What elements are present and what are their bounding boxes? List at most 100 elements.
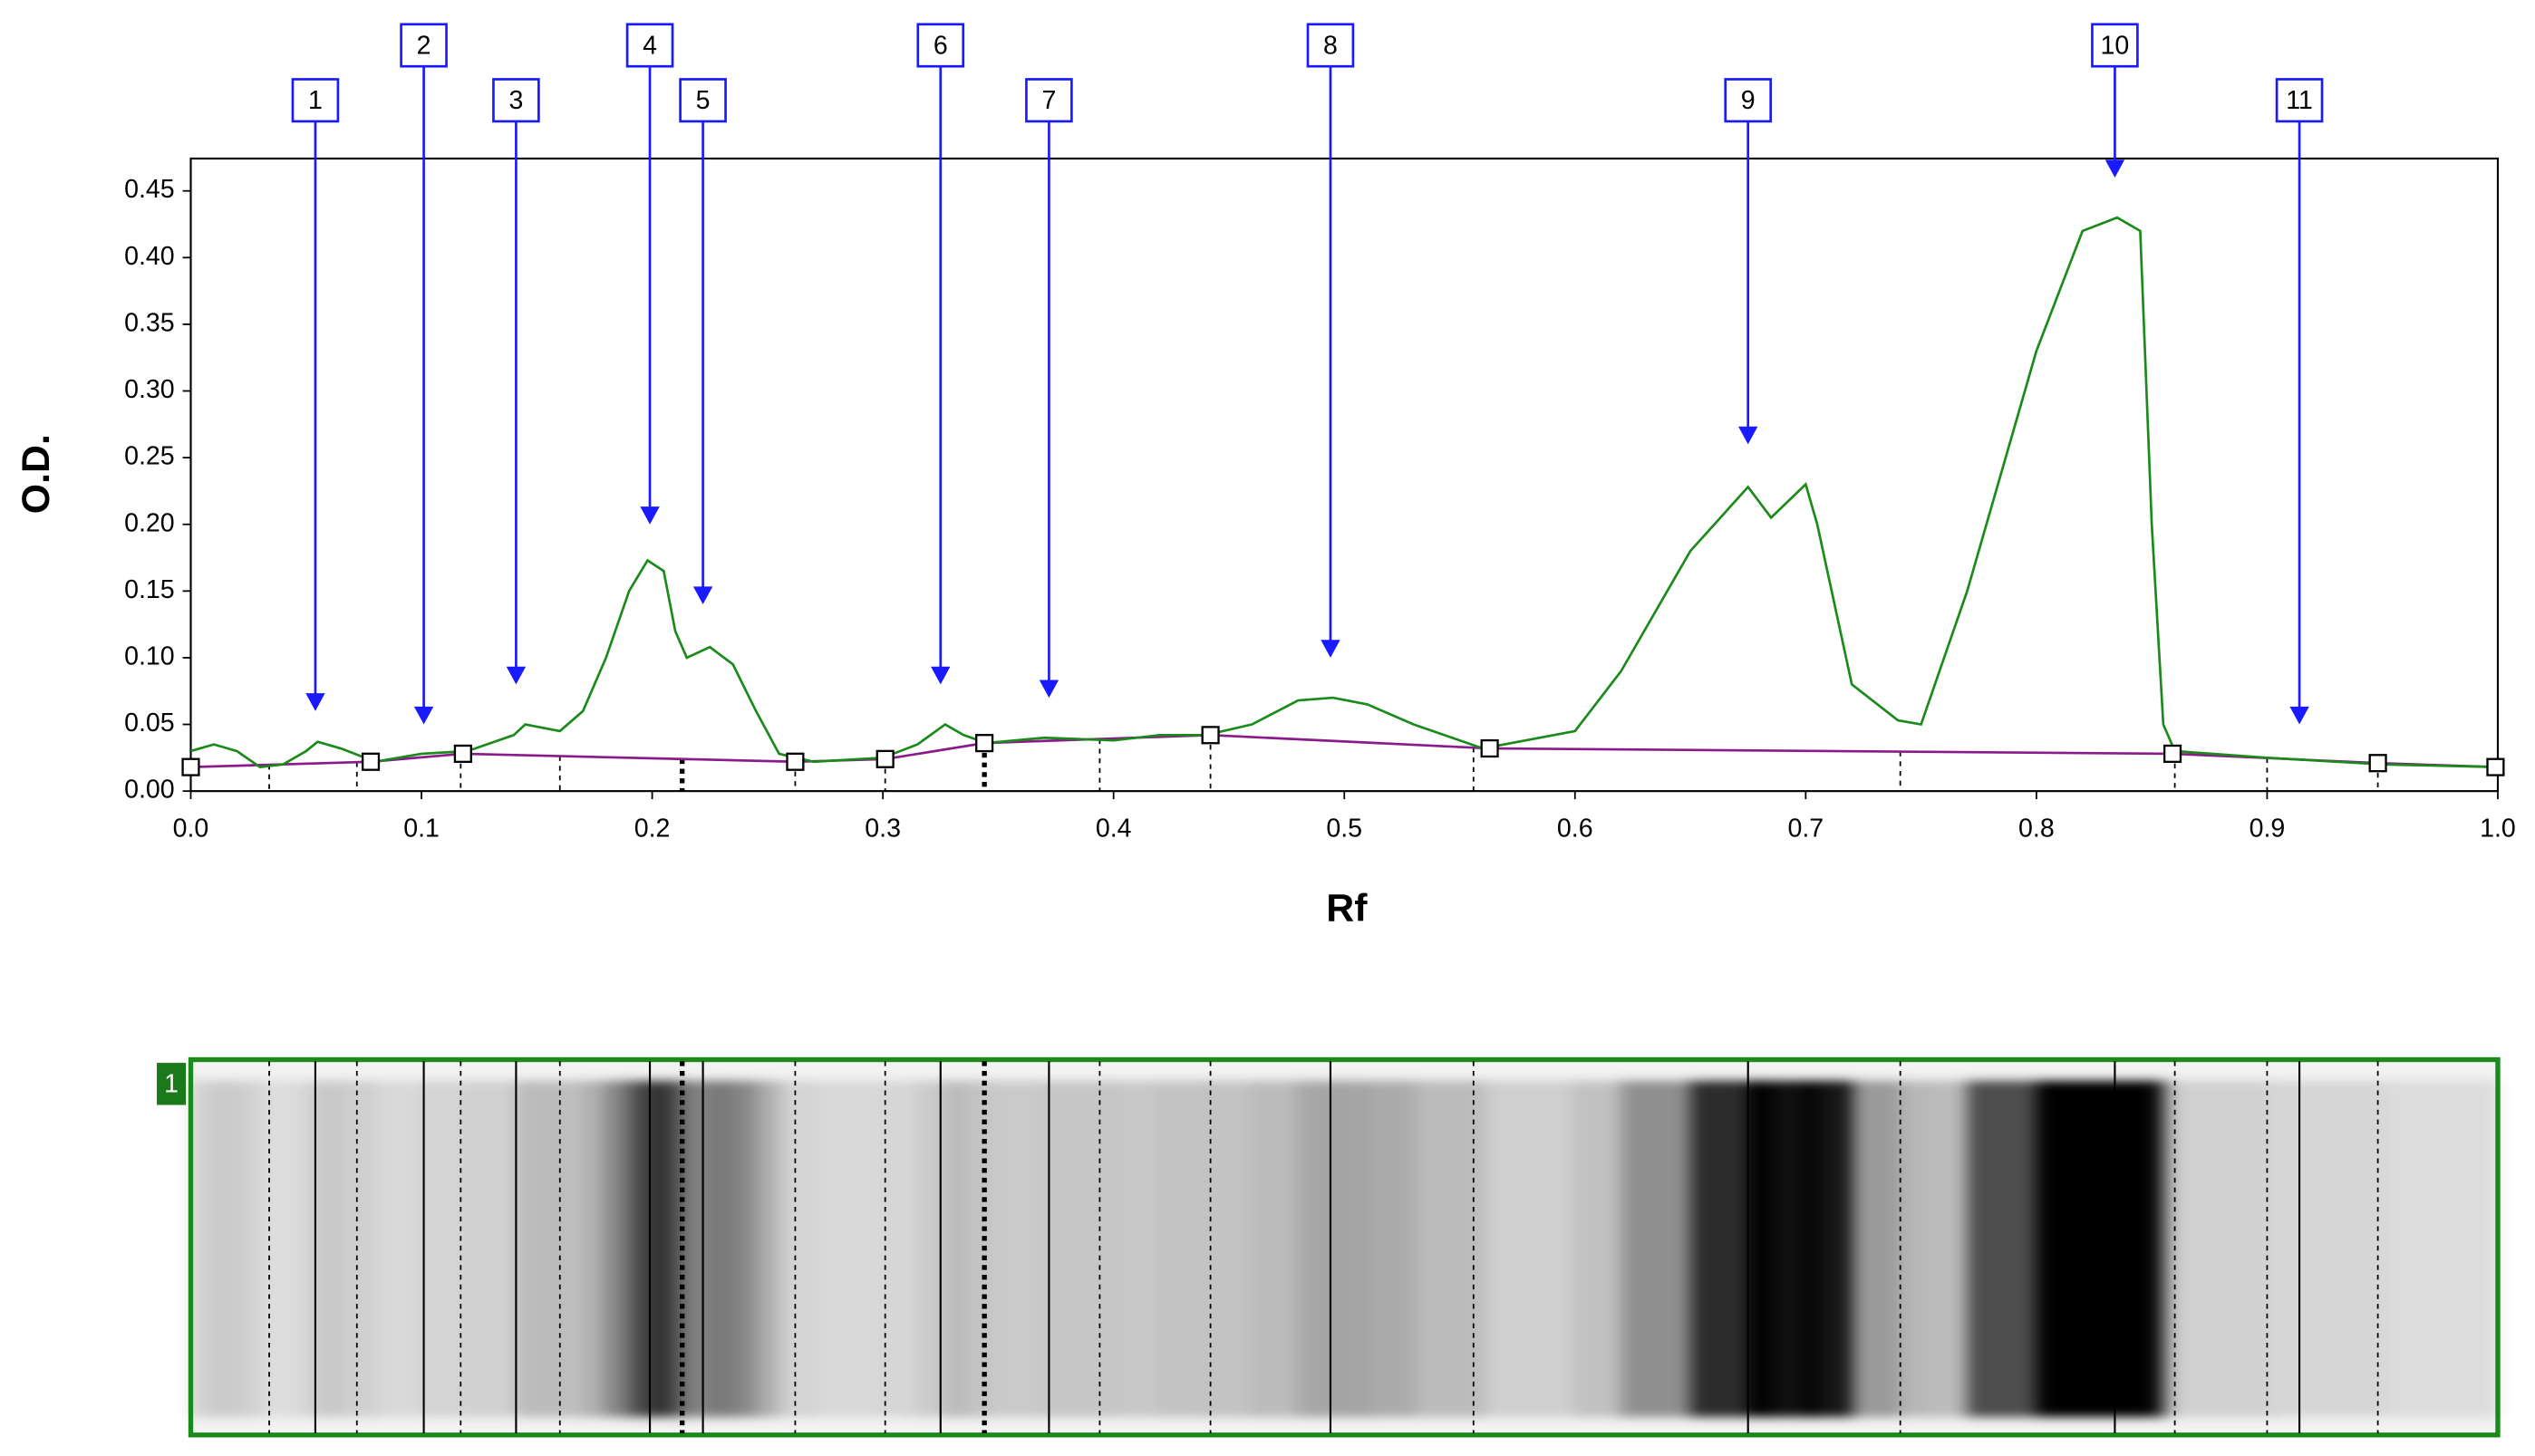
peak-label-box — [916, 23, 965, 68]
baseline-marker — [181, 757, 200, 776]
peak-arrowhead — [1321, 640, 1340, 658]
gel-band — [2140, 1080, 2153, 1418]
peak-label: 3 — [508, 86, 523, 115]
y-tick-label: 0.05 — [124, 709, 175, 738]
x-tick-label: 0.2 — [634, 815, 671, 844]
gel-band — [686, 1080, 711, 1418]
gel-band — [1113, 1080, 1161, 1418]
x-tick-label: 1.0 — [2480, 815, 2516, 844]
y-tick-label: 0.30 — [124, 375, 175, 404]
peak-label-box — [1724, 78, 1773, 123]
gel-band — [710, 1080, 734, 1418]
gel-band — [559, 1080, 585, 1418]
gel-band — [583, 1080, 607, 1418]
gel-band — [1298, 1080, 1334, 1418]
y-tick-label: 0.20 — [124, 508, 175, 537]
peak-label: 7 — [1041, 86, 1056, 115]
gel-band — [283, 1080, 307, 1418]
baseline-marker — [786, 752, 805, 771]
gel-band — [190, 1080, 215, 1418]
baseline-marker — [2368, 754, 2387, 773]
gel-band — [237, 1080, 261, 1418]
gel-band — [1621, 1080, 1691, 1418]
peak-label: 10 — [2101, 31, 2130, 60]
x-axis-label: Rf — [1326, 887, 1368, 930]
peak-label-box — [291, 78, 340, 123]
gel-band — [2116, 1080, 2142, 1418]
gel-band — [1044, 1080, 1115, 1418]
gel-band — [1482, 1080, 1576, 1418]
gel-band — [756, 1080, 780, 1418]
x-tick-label: 0.7 — [1787, 815, 1824, 844]
y-tick-label: 0.40 — [124, 242, 175, 271]
gel-band — [2162, 1080, 2176, 1418]
gel-band — [1332, 1080, 1369, 1418]
baseline-line — [190, 733, 2496, 768]
x-tick-label: 0.1 — [403, 815, 440, 844]
peak-arrowhead — [931, 666, 951, 685]
gel-band — [2082, 1080, 2118, 1418]
gel-band — [1967, 1080, 2037, 1418]
peak-label: 5 — [696, 86, 711, 115]
y-tick-label: 0.25 — [124, 442, 175, 471]
gel-band — [1852, 1080, 1900, 1418]
peak-label: 8 — [1323, 31, 1338, 60]
peak-label-box — [400, 23, 448, 68]
y-tick-label: 0.00 — [124, 776, 175, 805]
gel-band — [1690, 1080, 1749, 1418]
peak-arrowhead — [1039, 680, 1059, 699]
plot-frame — [189, 157, 2500, 793]
peak-label: 2 — [417, 31, 431, 60]
gel-band — [986, 1080, 1046, 1418]
od-curve — [190, 216, 2499, 769]
gel-band — [2174, 1080, 2269, 1418]
gel-band — [1898, 1080, 1922, 1418]
baseline-marker — [453, 744, 472, 764]
peak-arrowhead — [640, 506, 660, 525]
gel-band — [1747, 1080, 1773, 1418]
gel-band — [605, 1080, 631, 1418]
gel-band — [259, 1080, 285, 1418]
gel-band — [1921, 1080, 1969, 1418]
y-tick-label: 0.10 — [124, 641, 175, 670]
peak-arrowhead — [413, 706, 434, 725]
gel-band — [917, 1080, 946, 1418]
peak-label-box — [2091, 23, 2139, 68]
gel-band — [2267, 1080, 2384, 1418]
x-tick-label: 0.4 — [1096, 815, 1132, 844]
y-tick-label: 0.15 — [124, 575, 175, 604]
gel-band — [317, 1080, 342, 1418]
gel-band — [340, 1080, 377, 1418]
peak-arrowhead — [2104, 159, 2125, 178]
peak-label: 4 — [643, 31, 657, 60]
gel-band — [2382, 1080, 2499, 1418]
gel-band — [305, 1080, 319, 1418]
x-tick-label: 0.6 — [1557, 815, 1593, 844]
gel-band — [779, 1080, 815, 1418]
baseline-marker — [1480, 738, 1499, 758]
x-tick-label: 0.8 — [2018, 815, 2055, 844]
gel-band — [2036, 1080, 2084, 1418]
peak-label: 9 — [1741, 86, 1756, 115]
baseline-marker — [2162, 744, 2182, 764]
baseline-marker — [876, 749, 895, 768]
gel-band — [213, 1080, 238, 1418]
gel-band — [467, 1080, 515, 1418]
gel-band — [1159, 1080, 1207, 1418]
gel-bands — [190, 1080, 2499, 1418]
y-tick-label: 0.45 — [124, 175, 175, 204]
lane-label: 1 — [164, 1070, 179, 1099]
peak-label: 1 — [308, 86, 323, 115]
gel-band — [1252, 1080, 1300, 1418]
peak-arrowhead — [305, 693, 325, 711]
gel-band — [1574, 1080, 1622, 1418]
gel-band — [813, 1080, 885, 1418]
gel-band — [647, 1080, 665, 1418]
peak-arrowhead — [692, 586, 713, 605]
gel-frame — [188, 1056, 2501, 1438]
peak-arrowhead — [1737, 426, 1758, 445]
gel-band — [1805, 1080, 1818, 1418]
baseline-marker — [975, 734, 994, 753]
